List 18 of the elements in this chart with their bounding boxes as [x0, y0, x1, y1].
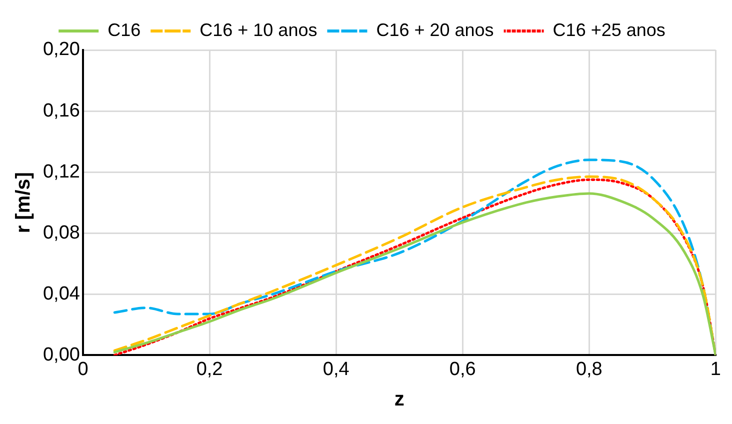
y-tick-label: 0,12 — [42, 161, 80, 182]
y-tick-label: 0,04 — [42, 283, 80, 304]
legend-label: C16 + 10 anos — [200, 20, 318, 40]
x-axis-title: z — [394, 388, 404, 411]
x-tick-label: 1 — [710, 358, 722, 380]
x-tick-label: 0 — [78, 358, 88, 380]
y-axis-title: r [m/s] — [12, 172, 35, 234]
x-tick-label: 0,6 — [449, 358, 476, 380]
legend-label: C16 +25 anos — [552, 20, 666, 40]
y-tick-label: 0,08 — [42, 222, 80, 244]
y-tick-label: 0,20 — [42, 39, 80, 60]
x-tick-label: 0,4 — [322, 358, 350, 380]
y-tick-label: 0,16 — [42, 100, 80, 122]
x-tick-label: 0,8 — [576, 358, 602, 380]
legend-label: C16 — [108, 20, 141, 40]
x-tick-label: 0,2 — [196, 358, 223, 380]
legend-label: C16 + 20 anos — [376, 20, 494, 40]
y-tick-label: 0,00 — [42, 344, 80, 366]
